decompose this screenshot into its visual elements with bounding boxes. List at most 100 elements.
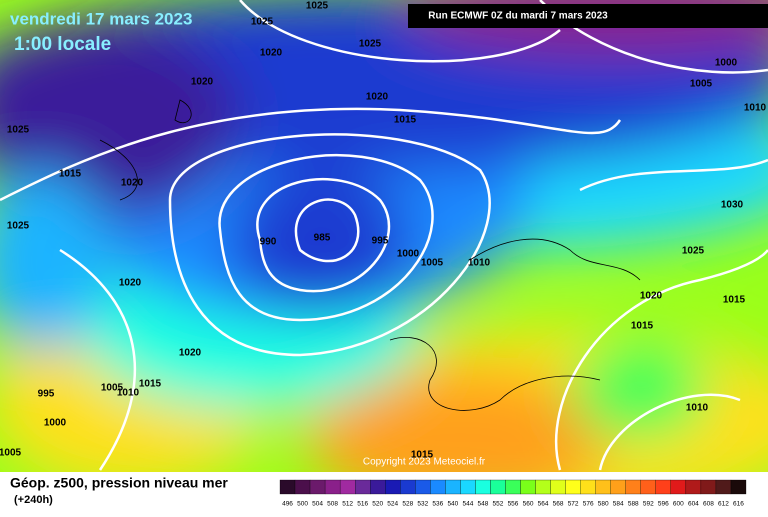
legend-label: 608	[703, 501, 714, 508]
coastlines	[99, 99, 641, 411]
legend-label: 616	[733, 501, 744, 508]
isobar-label: 1005	[690, 79, 713, 90]
isobar-label: 1015	[394, 115, 417, 126]
footer-title: Géop. z500, pression niveau mer	[10, 475, 228, 491]
isobar-label: 1020	[260, 48, 283, 59]
legend-label: 592	[643, 501, 654, 508]
isobar-label: 985	[314, 233, 331, 244]
legend-swatch	[355, 479, 371, 495]
legend-swatch	[490, 479, 506, 495]
legend-label: 576	[583, 501, 594, 508]
legend-label: 612	[718, 501, 729, 508]
isobar-label: 1025	[306, 1, 329, 12]
isobar-label: 1000	[715, 58, 738, 69]
isobar-label: 1010	[468, 258, 491, 269]
isobar-label: 1030	[721, 200, 744, 211]
legend-label: 512	[342, 501, 353, 508]
date: vendredi 17 mars 2023	[10, 9, 192, 28]
legend-label: 572	[568, 501, 579, 508]
isobar-label: 1015	[411, 450, 434, 461]
legend-label: 496	[282, 501, 293, 508]
legend-swatch	[324, 479, 341, 495]
legend-swatch	[685, 479, 702, 495]
isobar-label: 1015	[723, 295, 746, 306]
time: 1:00 locale	[14, 34, 111, 55]
legend-label: 540	[447, 501, 458, 508]
legend-label: 520	[372, 501, 383, 508]
legend-label: 556	[508, 501, 519, 508]
legend-swatch	[670, 479, 687, 495]
legend-label: 508	[327, 501, 338, 508]
legend-label: 516	[357, 501, 368, 508]
run-box	[408, 4, 768, 28]
legend-label: 504	[312, 501, 323, 508]
copyright: Copyright 2023 Meteociel.fr	[363, 457, 486, 468]
legend-swatch	[640, 479, 656, 495]
isobar-label: 1025	[682, 246, 705, 257]
legend-label: 532	[417, 501, 428, 508]
isobar-label: 1020	[366, 92, 389, 103]
isobar-label: 1025	[251, 17, 274, 28]
legend-swatch	[535, 479, 551, 495]
isobar-label: 995	[38, 389, 55, 400]
legend-swatch	[520, 479, 536, 495]
legend-swatch	[475, 479, 491, 495]
legend-swatch	[339, 479, 356, 495]
legend-label: 604	[688, 501, 699, 508]
legend-swatch	[415, 479, 431, 495]
isobar-label: 1010	[686, 403, 709, 414]
legend-label: 568	[553, 501, 564, 508]
isobar-label: 1015	[631, 321, 654, 332]
legend-swatch	[294, 479, 311, 495]
legend-swatch	[430, 479, 446, 495]
legend-swatch	[655, 479, 671, 495]
legend-swatch	[445, 479, 461, 495]
legend-swatch	[700, 479, 717, 495]
legend-label: 600	[673, 501, 684, 508]
isobar-label: 1025	[359, 39, 382, 50]
legend-swatch	[610, 479, 626, 495]
legend-label: 536	[432, 501, 443, 508]
legend-swatch	[715, 479, 732, 495]
legend-label: 548	[478, 501, 489, 508]
legend-swatch	[505, 479, 521, 495]
isobar-label: 1015	[139, 379, 162, 390]
legend-label: 580	[598, 501, 609, 508]
legend-label: 544	[462, 501, 473, 508]
legend-swatch	[385, 479, 401, 495]
isobar-labels: 1025 1025 1025 1020 1020 1020 1015 1025 1015 1020…	[0, 1, 767, 461]
isobar-label: 1005	[101, 383, 124, 394]
legend-label: 552	[493, 501, 504, 508]
legend-label: 596	[658, 501, 669, 508]
legend-label: 528	[402, 501, 413, 508]
isobar-label: 995	[372, 236, 389, 247]
footer-lead: (+240h)	[14, 494, 53, 506]
legend-swatch	[580, 479, 596, 495]
legend-swatch	[565, 479, 581, 495]
legend-swatch	[400, 479, 416, 495]
isobar-label: 1020	[121, 178, 144, 189]
isobar-label: 1000	[397, 249, 420, 260]
legend-label: 524	[387, 501, 398, 508]
legend: 496 500 504 508 512 516 520 524 528 532 536 540 544 5…	[279, 479, 747, 508]
isobar-label: 1025	[7, 125, 30, 136]
legend-swatch	[595, 479, 611, 495]
legend-label: 564	[538, 501, 549, 508]
legend-label: 584	[613, 501, 624, 508]
isobar-label: 990	[260, 237, 277, 248]
legend-swatch	[625, 479, 641, 495]
isobar-label: 1005	[0, 448, 22, 459]
legend-label: 500	[297, 501, 308, 508]
isobar-label: 1010	[117, 388, 140, 399]
legend-swatch	[370, 479, 386, 495]
legend-swatch	[730, 479, 747, 495]
isobar-label: 1020	[640, 291, 663, 302]
run-label: Run ECMWF 0Z du mardi 7 mars 2023	[428, 11, 608, 22]
isobar-label: 1020	[179, 348, 202, 359]
legend-label: 588	[628, 501, 639, 508]
legend-swatch	[550, 479, 566, 495]
isobar-label: 1015	[59, 169, 82, 180]
